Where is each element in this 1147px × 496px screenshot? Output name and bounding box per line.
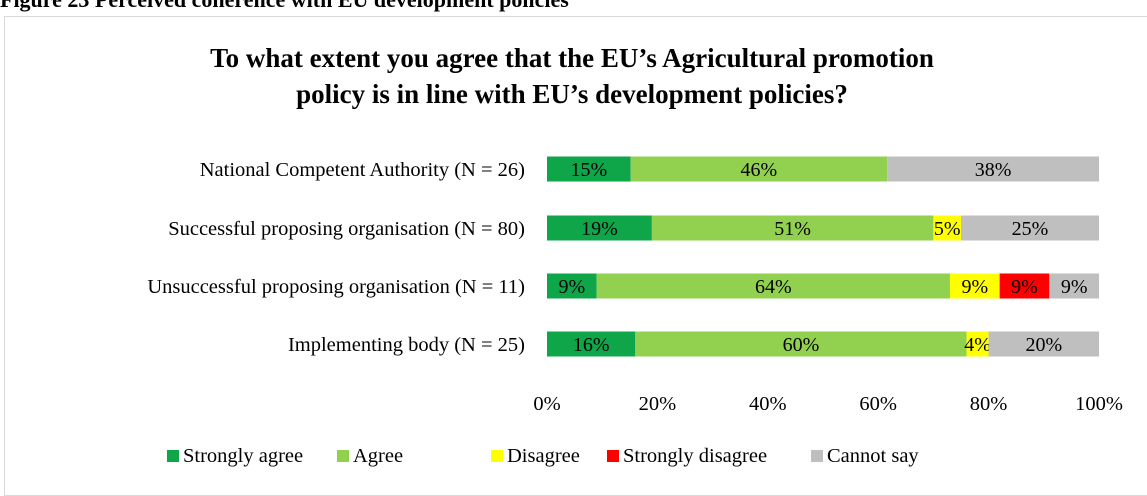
bar-segment bbox=[630, 156, 888, 182]
bar-data-label: 64% bbox=[755, 276, 792, 298]
bar-data-label: 9% bbox=[1011, 276, 1038, 298]
bar-data-label: 4% bbox=[964, 334, 991, 356]
bar-data-label: 9% bbox=[559, 276, 586, 298]
bar-segment bbox=[887, 156, 1099, 182]
figure-caption: Figure 23 Perceived coherence with EU de… bbox=[0, 0, 569, 13]
legend: Strongly agree Agree Disagree Strongly disa… bbox=[167, 445, 919, 467]
chart-title-line: policy is in line with EU’s development … bbox=[296, 79, 848, 109]
bar-data-label: 5% bbox=[934, 218, 961, 240]
legend-item: Strongly disagree bbox=[607, 445, 767, 467]
bar-segment bbox=[999, 273, 1050, 299]
bar-segment bbox=[547, 156, 631, 182]
bar-data-label: 16% bbox=[573, 334, 610, 356]
bars: 15% 46% 38% 19% 51% 5% 25% 9% 64% 9% 9% 9% 16% 60% 4% 2… bbox=[547, 156, 1099, 357]
legend-item: Disagree bbox=[491, 445, 580, 467]
legend-swatch bbox=[337, 450, 349, 462]
bar-data-label: 60% bbox=[783, 334, 820, 356]
legend-label: Agree bbox=[353, 445, 403, 467]
legend-label: Strongly disagree bbox=[623, 445, 767, 467]
legend-swatch bbox=[167, 450, 179, 462]
bar-segment bbox=[949, 273, 1000, 299]
legend-label: Cannot say bbox=[827, 445, 919, 467]
stacked-bar-chart: To what extent you agree that the EU’s A… bbox=[147, 43, 1123, 467]
category-label: Unsuccessful proposing organisation (N =… bbox=[147, 276, 525, 298]
legend-label: Strongly agree bbox=[183, 445, 303, 467]
x-tick-label: 100% bbox=[1075, 393, 1123, 415]
chart-title: To what extent you agree that the EU’s A… bbox=[210, 43, 934, 109]
bar-segment bbox=[933, 215, 961, 241]
category-labels: National Competent Authority (N = 26) Suc… bbox=[147, 159, 525, 356]
legend-item: Strongly agree bbox=[167, 445, 303, 467]
x-tick-label: 60% bbox=[859, 393, 897, 415]
category-label: National Competent Authority (N = 26) bbox=[200, 159, 525, 181]
bar-segment bbox=[961, 215, 1099, 241]
chart-frame: To what extent you agree that the EU’s A… bbox=[4, 16, 1147, 496]
legend-swatch bbox=[491, 450, 503, 462]
x-tick-label: 0% bbox=[533, 393, 560, 415]
legend-swatch bbox=[607, 450, 619, 462]
bar-data-label: 51% bbox=[774, 218, 811, 240]
bar-segment bbox=[988, 331, 1099, 357]
bar-data-label: 9% bbox=[1061, 276, 1088, 298]
bar-data-label: 9% bbox=[961, 276, 988, 298]
legend-item: Cannot say bbox=[811, 445, 919, 467]
bar-data-label: 25% bbox=[1012, 218, 1049, 240]
bar-segment bbox=[1049, 273, 1099, 299]
bar-segment bbox=[547, 331, 636, 357]
bar-segment bbox=[547, 215, 652, 241]
legend-swatch bbox=[811, 450, 823, 462]
bar-segment bbox=[547, 273, 597, 299]
legend-item: Agree bbox=[337, 445, 403, 467]
bar-data-label: 38% bbox=[975, 159, 1012, 181]
x-tick-label: 20% bbox=[639, 393, 677, 415]
bar-data-label: 46% bbox=[741, 159, 778, 181]
x-tick-label: 40% bbox=[749, 393, 787, 415]
legend-label: Disagree bbox=[507, 445, 580, 467]
category-label: Implementing body (N = 25) bbox=[288, 334, 525, 356]
x-axis-ticks: 0% 20% 40% 60% 80% 100% bbox=[533, 393, 1123, 415]
category-label: Successful proposing organisation (N = 8… bbox=[168, 218, 525, 240]
chart-title-line: To what extent you agree that the EU’s A… bbox=[210, 43, 934, 73]
bar-segment bbox=[596, 273, 950, 299]
bar-segment bbox=[635, 331, 967, 357]
bar-data-label: 20% bbox=[1025, 334, 1062, 356]
bar-segment bbox=[966, 331, 989, 357]
bar-data-label: 19% bbox=[581, 218, 618, 240]
bar-data-label: 15% bbox=[570, 159, 607, 181]
x-tick-label: 80% bbox=[970, 393, 1008, 415]
bar-segment bbox=[651, 215, 934, 241]
